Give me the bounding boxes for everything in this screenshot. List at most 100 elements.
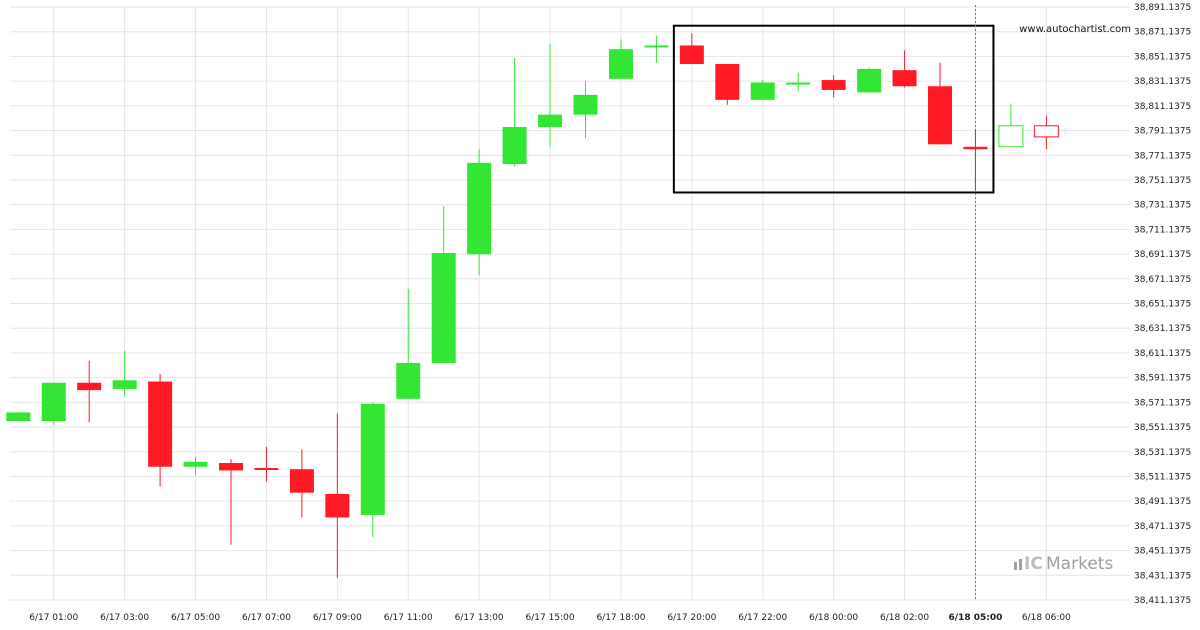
brand-bar-icon (1019, 559, 1022, 570)
candle-body (750, 82, 775, 100)
candle (502, 57, 527, 167)
candle-body (219, 463, 243, 471)
candle (325, 413, 350, 578)
candle-body (502, 127, 527, 165)
candles (6, 33, 1059, 578)
y-tick-label: 38,591.1375 (1134, 374, 1191, 384)
x-tick-label: 6/17 07:00 (242, 613, 291, 623)
candle (998, 103, 1024, 148)
y-axis-ticks: 38,411.1375 38,431.1375 38,451.1375 38,471.… (1134, 3, 1191, 606)
candle (715, 63, 740, 105)
candle-body (431, 253, 456, 363)
candle (41, 382, 66, 425)
x-tick-label: 6/17 22:00 (738, 613, 787, 623)
candle (148, 374, 173, 487)
y-tick-label: 38,651.1375 (1134, 300, 1191, 310)
x-tick-label: 6/18 00:00 (809, 613, 858, 623)
candle (1033, 115, 1059, 150)
x-tick-label: 6/17 01:00 (29, 613, 78, 623)
candle (679, 33, 704, 64)
candle-body (857, 68, 882, 93)
candle (77, 360, 102, 423)
candle (360, 402, 385, 538)
candle-body (928, 86, 952, 145)
x-tick-label: 6/17 03:00 (100, 613, 149, 623)
candle-body (538, 114, 563, 128)
y-tick-label: 38,571.1375 (1134, 398, 1191, 408)
pattern-box-layer (672, 24, 995, 194)
candle (396, 288, 421, 399)
x-tick-label: 6/17 15:00 (526, 613, 575, 623)
candle (467, 149, 492, 276)
candle-body (963, 146, 988, 150)
y-tick-label: 38,611.1375 (1134, 349, 1191, 359)
candle-body (573, 94, 598, 115)
y-tick-label: 38,551.1375 (1134, 423, 1191, 433)
candle-body (360, 403, 385, 515)
candle (928, 62, 952, 145)
candle (183, 456, 208, 476)
candle (608, 39, 633, 79)
y-tick-label: 38,871.1375 (1134, 28, 1191, 38)
candle (821, 75, 846, 98)
candle (963, 129, 988, 191)
candle-body (786, 82, 811, 85)
candle (857, 67, 882, 93)
brand-bar-icon (1014, 562, 1017, 570)
grid-lines (10, 6, 1130, 601)
brand-prefix: IC (1024, 554, 1043, 574)
candle-body (6, 412, 31, 422)
pattern-box (672, 24, 995, 194)
candle-body (112, 380, 137, 389)
candle (431, 206, 456, 363)
y-tick-label: 38,511.1375 (1134, 472, 1191, 482)
y-tick-label: 38,891.1375 (1134, 3, 1191, 13)
candle-body (467, 162, 492, 255)
brand-name: Markets (1046, 554, 1113, 574)
candle (892, 50, 917, 88)
x-tick-label: 6/17 05:00 (171, 613, 220, 623)
y-tick-label: 38,471.1375 (1134, 522, 1191, 532)
y-tick-label: 38,811.1375 (1134, 102, 1191, 112)
x-tick-label: 6/17 09:00 (313, 613, 362, 623)
candle (112, 350, 137, 397)
y-tick-label: 38,431.1375 (1134, 571, 1191, 581)
y-tick-label: 38,851.1375 (1134, 52, 1191, 62)
candle-body (41, 382, 66, 422)
candle (254, 446, 279, 482)
candle-body (998, 125, 1024, 148)
candle-body (325, 493, 350, 518)
candle (573, 81, 598, 139)
candle (289, 449, 314, 518)
x-axis-ticks: 6/17 01:00 6/17 03:00 6/17 05:00 6/17 07:00… (29, 613, 1071, 623)
x-tick-label: 6/17 13:00 (455, 613, 504, 623)
x-tick-label: 6/18 02:00 (880, 613, 929, 623)
candle (786, 72, 811, 92)
y-tick-label: 38,631.1375 (1134, 324, 1191, 334)
candle-body (254, 467, 279, 470)
y-tick-label: 38,411.1375 (1134, 596, 1191, 606)
candle-body (644, 45, 669, 48)
candle-body (715, 63, 740, 100)
candle-body (148, 381, 173, 467)
candle (219, 459, 243, 545)
candle-body (77, 382, 102, 391)
candle-body (892, 70, 917, 87)
candle-body (608, 49, 633, 79)
y-tick-label: 38,671.1375 (1134, 275, 1191, 285)
candle-body (183, 461, 208, 467)
x-tick-label: 6/18 06:00 (1022, 613, 1071, 623)
candle-body (1033, 125, 1059, 138)
x-tick-label: 6/17 18:00 (596, 613, 645, 623)
x-tick-label: 6/18 05:00 (949, 613, 1003, 623)
x-tick-label: 6/17 20:00 (667, 613, 716, 623)
y-tick-label: 38,771.1375 (1134, 151, 1191, 161)
y-tick-label: 38,711.1375 (1134, 225, 1191, 235)
y-tick-label: 38,451.1375 (1134, 547, 1191, 557)
y-tick-label: 38,691.1375 (1134, 250, 1191, 260)
candle (6, 412, 31, 422)
candle (538, 44, 563, 147)
y-tick-label: 38,531.1375 (1134, 448, 1191, 458)
